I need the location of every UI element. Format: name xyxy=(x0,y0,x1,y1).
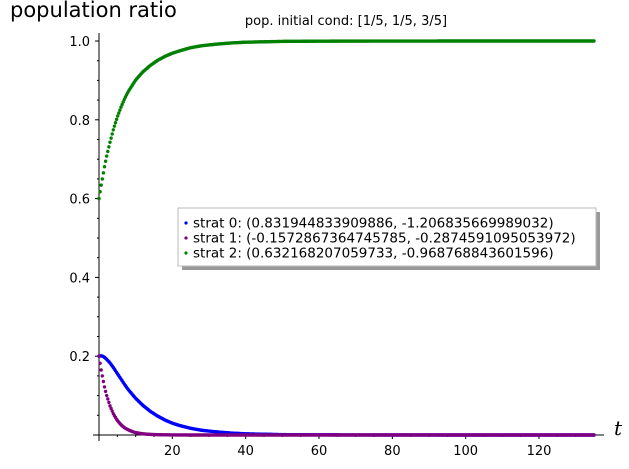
series-group xyxy=(97,39,596,437)
data-point xyxy=(110,132,114,136)
ticks: 0.2 0.4 0.6 0.8 1.0 20 40 60 80 100 120 xyxy=(69,35,595,459)
x-axis-label: t xyxy=(614,416,623,440)
data-point xyxy=(120,102,124,107)
legend-entry-strat-2: strat 2: (0.632168207059733, -0.96876884… xyxy=(193,246,554,262)
data-point xyxy=(592,39,596,43)
x-tick-label: 80 xyxy=(384,444,401,459)
data-point xyxy=(121,100,125,104)
data-point xyxy=(107,400,111,405)
data-point xyxy=(99,183,103,187)
series-strat-0 xyxy=(97,354,596,437)
data-point xyxy=(107,145,111,149)
data-point xyxy=(119,105,123,109)
y-tick-label: 0.2 xyxy=(69,350,90,365)
data-point xyxy=(109,406,113,411)
data-point xyxy=(103,389,108,394)
data-point xyxy=(98,361,102,365)
data-point xyxy=(100,177,105,181)
x-tick-label: 120 xyxy=(527,444,552,459)
data-point xyxy=(117,111,121,115)
data-point xyxy=(97,354,101,358)
y-axis-label: population ratio xyxy=(10,0,177,22)
legend-marker-strat-0 xyxy=(184,221,188,225)
data-point xyxy=(101,379,106,384)
data-point xyxy=(103,159,108,163)
data-point xyxy=(101,171,106,175)
data-point xyxy=(111,128,116,132)
legend-marker-strat-2 xyxy=(184,251,188,255)
data-point xyxy=(100,374,105,378)
data-point xyxy=(118,108,122,112)
data-point xyxy=(98,190,102,194)
data-point xyxy=(106,397,110,401)
legend-entry-strat-0: strat 0: (0.831944833909886, -1.20683566… xyxy=(193,216,554,232)
y-tick-label: 0.6 xyxy=(69,193,90,208)
data-point xyxy=(108,404,112,408)
data-point xyxy=(114,117,119,122)
data-point xyxy=(99,368,103,372)
data-point xyxy=(109,136,113,140)
chart-title: pop. initial cond: [1/5, 1/5, 3/5] xyxy=(245,14,447,29)
legend-entry-strat-1: strat 1: (-0.1572867364745785, -0.287459… xyxy=(193,231,576,247)
legend-marker-strat-1 xyxy=(184,236,188,240)
y-tick-label: 0.8 xyxy=(69,114,90,129)
y-tick-label: 1.0 xyxy=(69,35,90,50)
data-point xyxy=(592,433,596,437)
y-tick-label: 0.4 xyxy=(69,271,90,286)
data-point xyxy=(112,124,117,128)
data-point xyxy=(102,385,107,389)
data-point xyxy=(105,154,109,158)
x-tick-label: 100 xyxy=(453,444,478,459)
data-point xyxy=(102,164,107,169)
data-point xyxy=(106,149,110,154)
x-tick-label: 20 xyxy=(164,444,181,459)
data-point xyxy=(113,121,118,125)
legend: strat 0: (0.831944833909886, -1.20683566… xyxy=(177,207,600,270)
data-point xyxy=(110,409,114,413)
x-tick-label: 40 xyxy=(237,444,254,459)
legend-box xyxy=(177,207,597,267)
data-point xyxy=(116,114,120,118)
series-strat-1 xyxy=(97,354,596,437)
data-point xyxy=(108,140,112,144)
data-point xyxy=(97,196,101,201)
series-strat-2 xyxy=(97,39,596,201)
data-point xyxy=(105,393,109,398)
x-tick-label: 60 xyxy=(311,444,328,459)
